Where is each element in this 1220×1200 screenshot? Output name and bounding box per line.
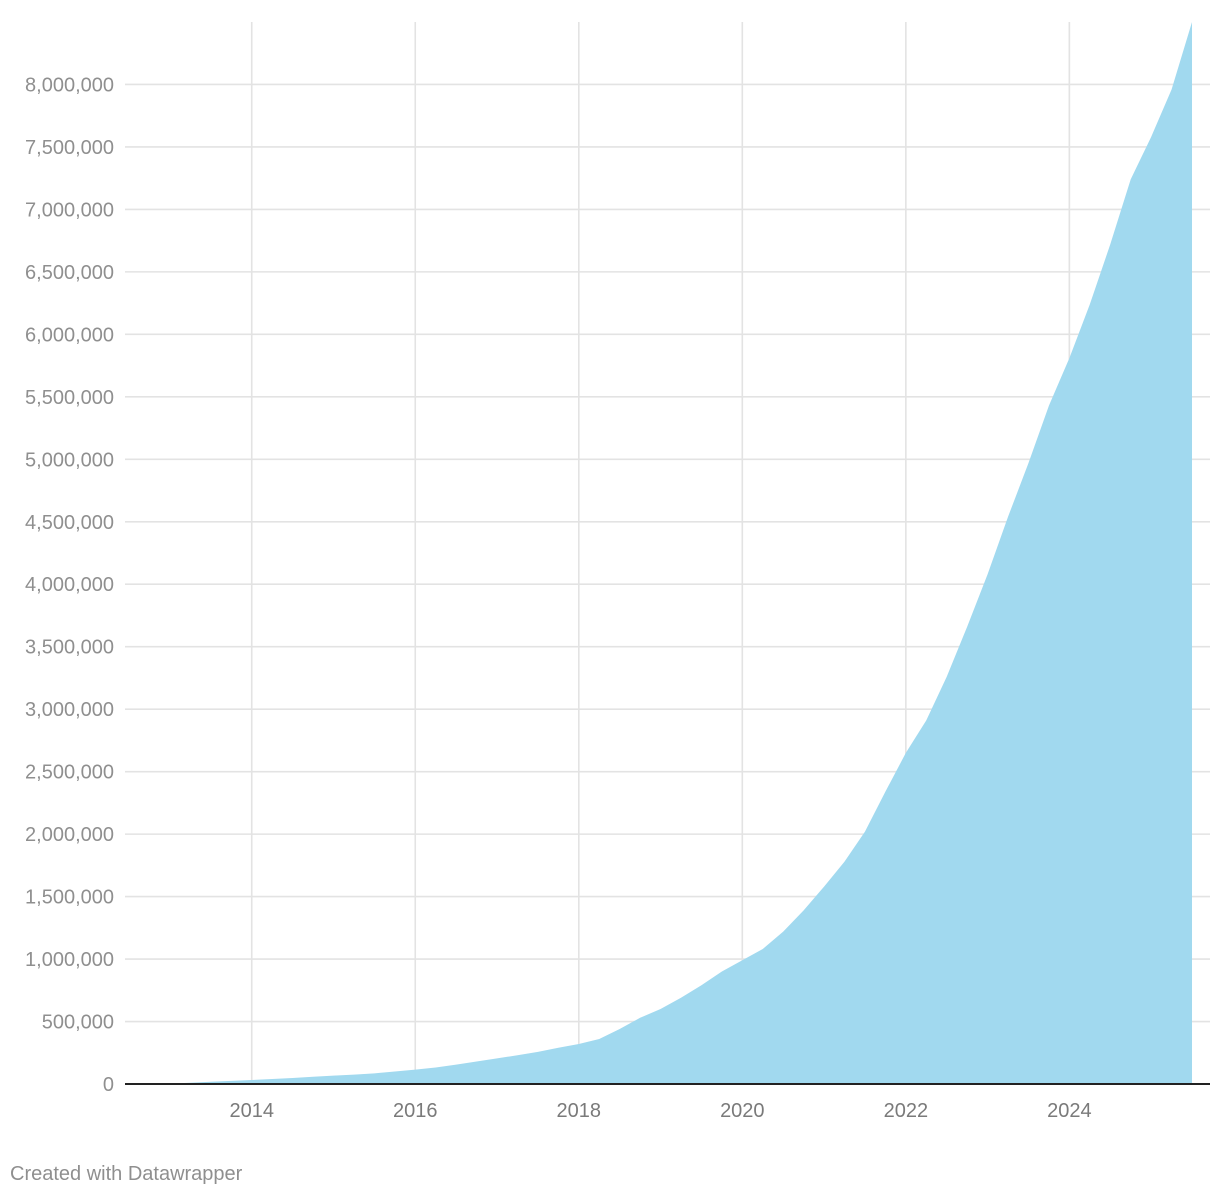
y-tick-label: 7,500,000	[25, 137, 114, 159]
x-tick-label: 2022	[884, 1100, 929, 1122]
y-tick-label: 3,500,000	[25, 637, 114, 659]
y-tick-label: 2,000,000	[25, 824, 114, 846]
y-tick-label: 5,500,000	[25, 387, 114, 409]
y-tick-label: 1,000,000	[25, 949, 114, 971]
y-tick-label: 6,500,000	[25, 262, 114, 284]
x-tick-label: 2024	[1047, 1100, 1092, 1122]
y-tick-label: 4,500,000	[25, 512, 114, 534]
area-fill	[169, 22, 1193, 1084]
y-tick-label: 500,000	[42, 1012, 114, 1034]
y-tick-label: 5,000,000	[25, 449, 114, 471]
x-tick-label: 2016	[393, 1100, 438, 1122]
y-tick-label: 1,500,000	[25, 887, 114, 909]
y-tick-label: 8,000,000	[25, 74, 114, 96]
y-gridlines	[125, 83, 1210, 1023]
y-tick-label: 0	[103, 1074, 114, 1096]
y-tick-label: 7,000,000	[25, 199, 114, 221]
x-tick-label: 2014	[229, 1100, 274, 1122]
y-tick-label: 2,500,000	[25, 762, 114, 784]
x-tick-label: 2018	[557, 1100, 602, 1122]
x-tick-label: 2020	[720, 1100, 765, 1122]
datawrapper-credit[interactable]: Created with Datawrapper	[10, 1163, 243, 1185]
area-series	[169, 22, 1193, 1084]
y-tick-label: 4,000,000	[25, 574, 114, 596]
y-axis-ticks: 0 500,000 1,000,000 1,500,000 2,000,000 2,500…	[25, 74, 114, 1096]
x-axis-ticks: 2014 2016 2018 2020 2022 2024	[229, 1100, 1091, 1122]
y-tick-label: 3,000,000	[25, 699, 114, 721]
y-tick-label: 6,000,000	[25, 324, 114, 346]
